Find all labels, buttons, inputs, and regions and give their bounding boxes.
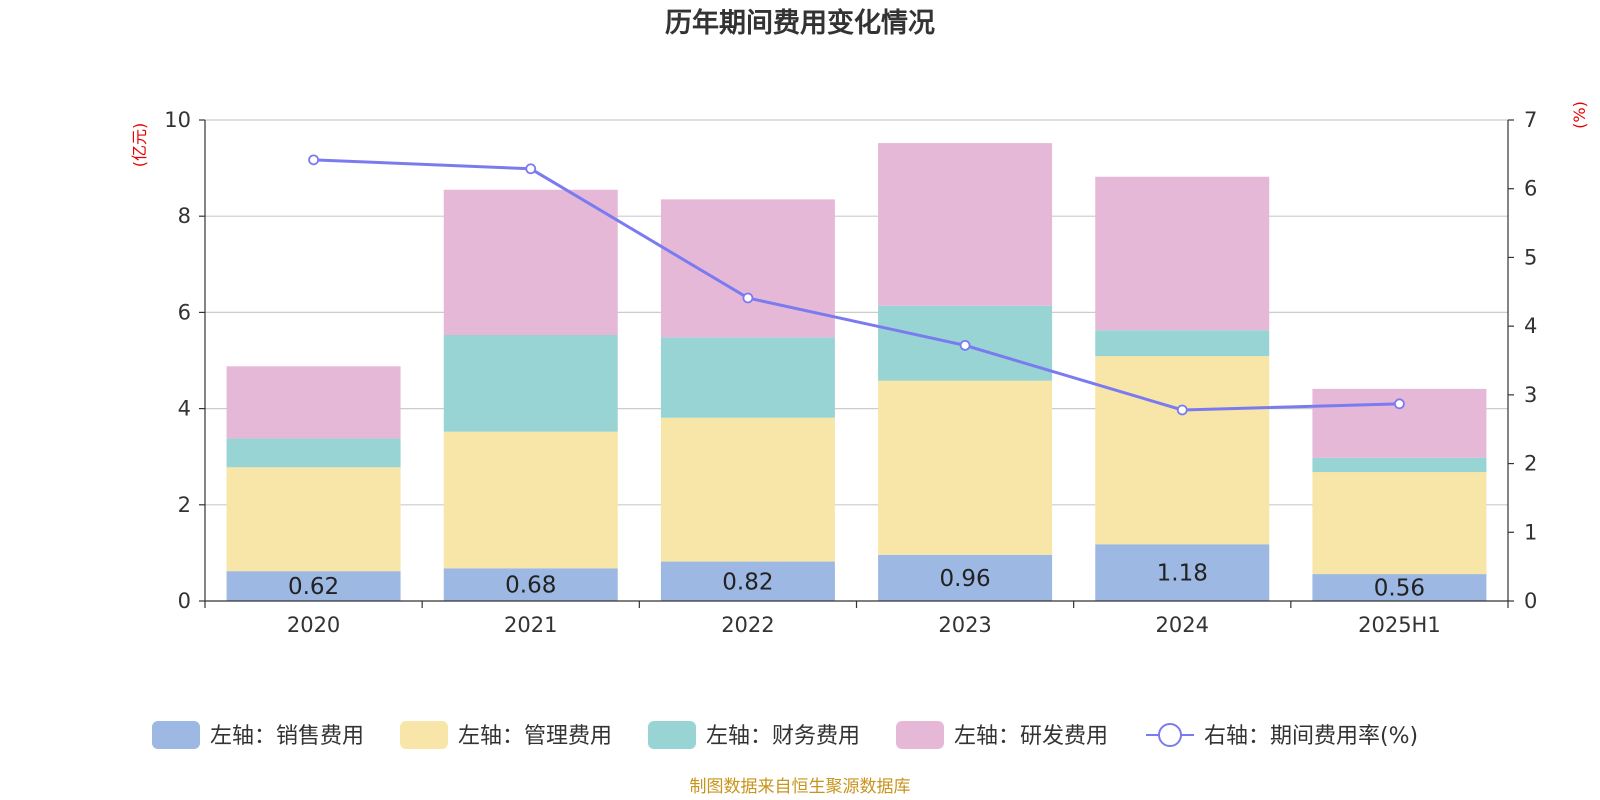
right-axis-tick-label: 3 bbox=[1524, 383, 1537, 407]
rate-point bbox=[959, 339, 971, 351]
gridlines bbox=[205, 119, 1508, 506]
bar-segment-3 bbox=[660, 337, 835, 418]
bar-data-label: 0.82 bbox=[722, 569, 773, 595]
bar-segment-3 bbox=[1095, 330, 1270, 357]
legend-label: 左轴：研发费用 bbox=[954, 724, 1108, 749]
right-axis-tick-label: 1 bbox=[1524, 520, 1537, 544]
bar-segment-1 bbox=[1312, 574, 1487, 601]
rate-point bbox=[1394, 398, 1405, 410]
left-axis-tick-label: 4 bbox=[178, 397, 191, 421]
bar-segment-4 bbox=[226, 366, 401, 439]
x-axis-tick-label: 2020 bbox=[287, 613, 340, 637]
right-axis-tick-label: 6 bbox=[1524, 177, 1537, 201]
legend-swatch bbox=[400, 721, 448, 749]
bar-segment-1 bbox=[1095, 544, 1270, 601]
bar-segment-2 bbox=[1095, 356, 1270, 545]
bar-data-label: 0.96 bbox=[939, 566, 990, 592]
rate-point bbox=[742, 292, 754, 304]
rate-line-path bbox=[313, 158, 1400, 412]
left-axis-tick-label: 0 bbox=[178, 589, 191, 613]
legend-label: 右轴：期间费用率(%) bbox=[1204, 724, 1418, 749]
left-axis-tick-label: 10 bbox=[164, 108, 191, 132]
right-axis-tick-label: 0 bbox=[1524, 589, 1537, 613]
source-note: 制图数据来自恒生聚源数据库 bbox=[690, 777, 911, 797]
left-axis-unit: (亿元) bbox=[130, 123, 149, 168]
chart-title: 历年期间费用变化情况 bbox=[665, 7, 935, 39]
left-axis-tick-label: 8 bbox=[178, 204, 191, 228]
left-axis-tick-label: 2 bbox=[178, 493, 191, 517]
bar-segment-2 bbox=[878, 380, 1053, 555]
x-axis-tick-label: 2021 bbox=[504, 613, 557, 637]
bar-segment-1 bbox=[878, 554, 1053, 601]
bar-segment-1 bbox=[226, 571, 401, 601]
legend-swatch bbox=[152, 721, 200, 749]
x-axis-tick-label: 2023 bbox=[938, 613, 991, 637]
bar-segment-1 bbox=[443, 568, 618, 601]
x-axis-tick-label: 2025H1 bbox=[1358, 613, 1441, 637]
rate-point bbox=[525, 163, 537, 175]
bar-data-label: 0.62 bbox=[288, 574, 339, 600]
rate-point bbox=[1176, 404, 1188, 416]
legend-swatch bbox=[896, 721, 944, 749]
bar-segment-2 bbox=[226, 467, 401, 572]
bar-segment-4 bbox=[878, 143, 1053, 306]
bar-segment-2 bbox=[660, 417, 835, 562]
bar-segment-3 bbox=[443, 335, 618, 432]
legend-label: 左轴：销售费用 bbox=[210, 724, 364, 749]
x-axis-tick-label: 2024 bbox=[1156, 613, 1209, 637]
left-axis-tick-label: 6 bbox=[178, 300, 191, 324]
bar-segment-1 bbox=[660, 561, 835, 601]
legend-label: 左轴：管理费用 bbox=[458, 724, 612, 749]
bar-segment-4 bbox=[660, 199, 835, 338]
rate-line bbox=[308, 154, 1405, 416]
bar-data-label: 0.68 bbox=[505, 573, 556, 599]
right-axis-tick-label: 2 bbox=[1524, 452, 1537, 476]
right-axis-tick-label: 5 bbox=[1524, 245, 1537, 269]
bar-segment-4 bbox=[443, 189, 618, 336]
bar-data-label: 1.18 bbox=[1157, 561, 1208, 587]
data-labels: 0.62 0.68 0.82 0.96 1.18 0.56 bbox=[288, 561, 1425, 602]
bar-segment-3 bbox=[1312, 457, 1487, 473]
right-axis-unit: (%) bbox=[1570, 101, 1589, 129]
bar-segment-3 bbox=[226, 438, 401, 468]
axes: 0 2 4 6 8 10 0 1 2 3 4 5 6 7 2020 2021 2022 2023 2024 2025H… bbox=[164, 108, 1537, 637]
legend-swatch-marker bbox=[1158, 723, 1182, 747]
bar-segment-4 bbox=[1095, 176, 1270, 331]
right-axis-tick-label: 7 bbox=[1524, 108, 1537, 132]
rate-point bbox=[308, 154, 319, 166]
bar-data-label: 0.56 bbox=[1374, 576, 1425, 602]
right-axis-tick-label: 4 bbox=[1524, 314, 1537, 338]
legend: 左轴：销售费用 左轴：管理费用 左轴：财务费用 左轴：研发费用 右轴：期间费用率(%) bbox=[152, 721, 1418, 749]
legend-swatch bbox=[648, 721, 696, 749]
bars bbox=[226, 143, 1487, 601]
bar-segment-2 bbox=[443, 431, 618, 569]
legend-label: 左轴：财务费用 bbox=[706, 724, 860, 749]
x-axis-tick-label: 2022 bbox=[721, 613, 774, 637]
bar-segment-2 bbox=[1312, 472, 1487, 575]
